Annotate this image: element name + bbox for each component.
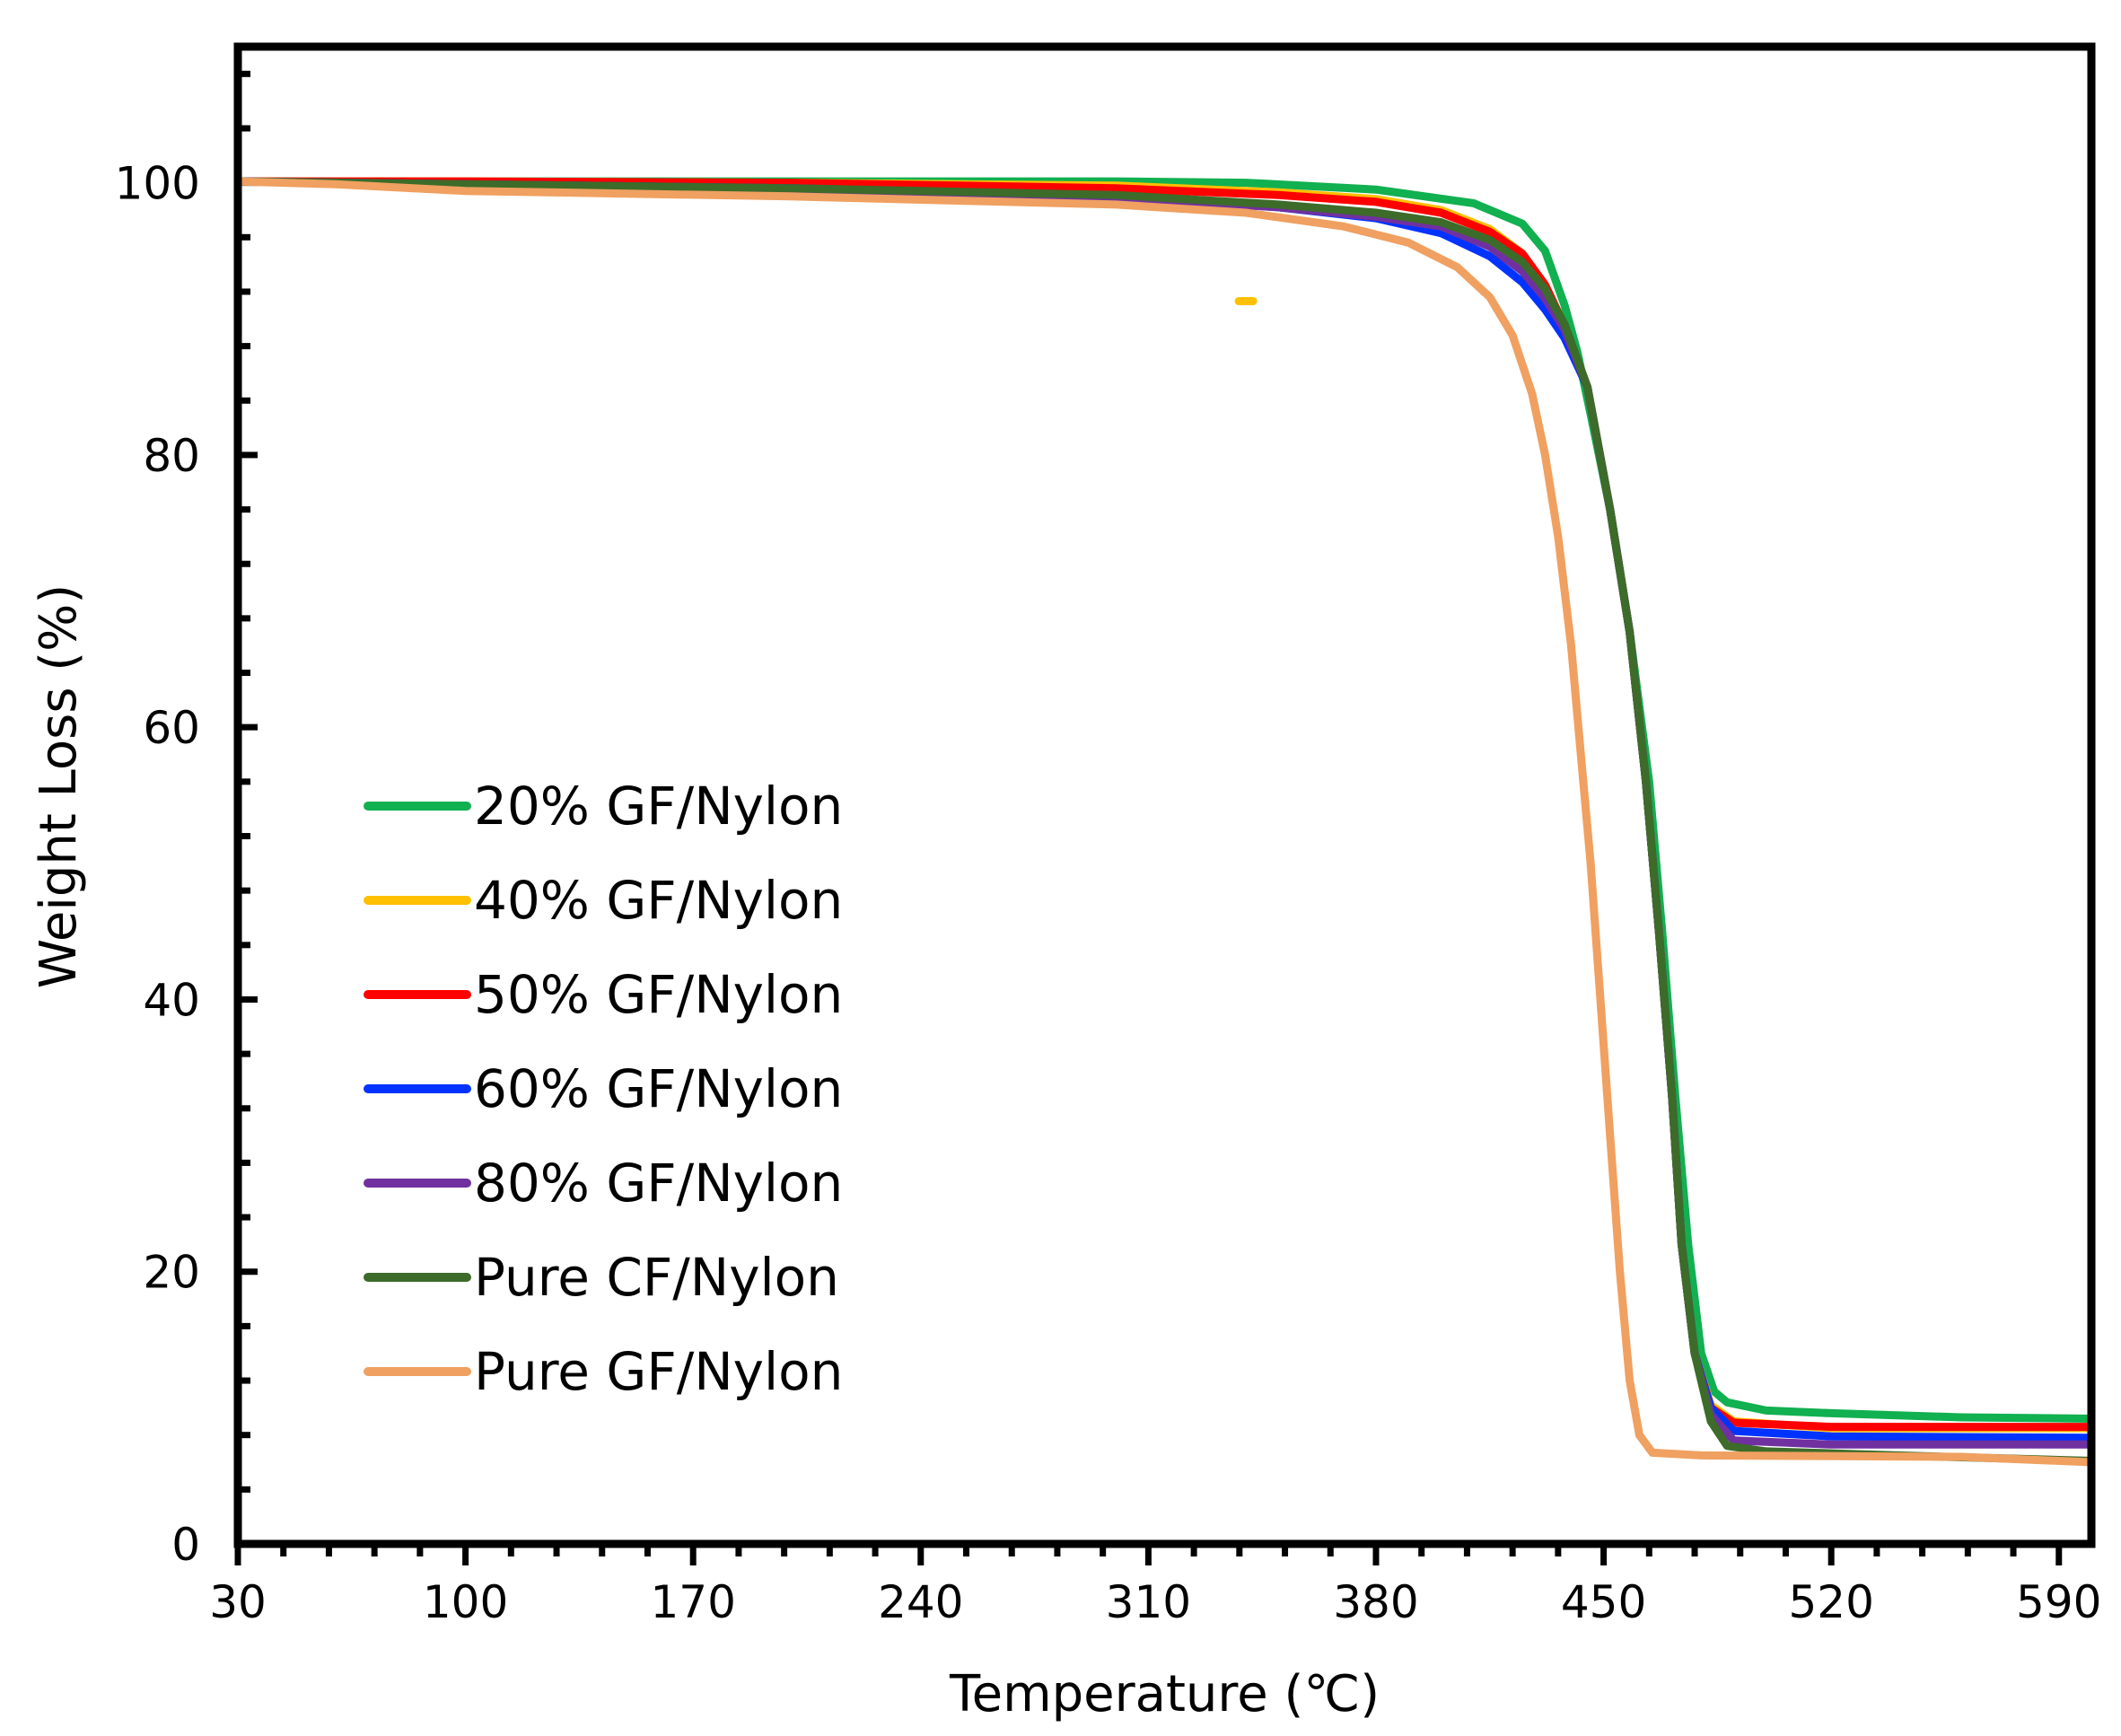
plot-frame (233, 42, 2096, 1548)
x-tick-label: 240 (878, 1576, 963, 1628)
y-tick-label: 80 (143, 430, 200, 482)
series-line-6 (233, 177, 2096, 1465)
x-tick-label: 30 (209, 1576, 267, 1628)
x-tick-label: 310 (1106, 1576, 1191, 1628)
y-axis-title: Weight Loss (%) (30, 584, 88, 988)
x-tick-labels: 30 100 170 240 310 380 450 520 590 (209, 1576, 2101, 1628)
legend-label: 40% GF/Nylon (474, 870, 843, 931)
x-tick-label: 590 (2016, 1576, 2101, 1628)
x-tick-label: 520 (1788, 1576, 1873, 1628)
y-tick-labels: 0 20 40 60 80 100 (115, 158, 200, 1571)
x-axis-title: Temperature (℃) (949, 1665, 1380, 1723)
y-tick-label: 60 (143, 702, 200, 754)
x-tick-label: 100 (423, 1576, 508, 1628)
legend-label: 80% GF/Nylon (474, 1153, 843, 1214)
y-tick-label: 20 (143, 1247, 200, 1299)
y-tick-label: 100 (115, 158, 200, 210)
x-tick-label: 380 (1333, 1576, 1418, 1628)
series-line-7 (233, 177, 2096, 1467)
legend-label: 60% GF/Nylon (474, 1058, 843, 1119)
legend-label: Pure CF/Nylon (474, 1247, 839, 1308)
legend-label: Pure GF/Nylon (474, 1341, 843, 1402)
y-tick-label: 40 (143, 974, 200, 1026)
x-tick-label: 170 (650, 1576, 735, 1628)
legend: 20% GF/Nylon 40% GF/Nylon 50% GF/Nylon 60% … (364, 776, 843, 1402)
x-tick-label: 450 (1561, 1576, 1646, 1628)
legend-label: 20% GF/Nylon (474, 776, 843, 837)
series-layer (233, 177, 2096, 1467)
y-tick-label: 0 (171, 1519, 200, 1571)
legend-label: 50% GF/Nylon (474, 964, 843, 1025)
